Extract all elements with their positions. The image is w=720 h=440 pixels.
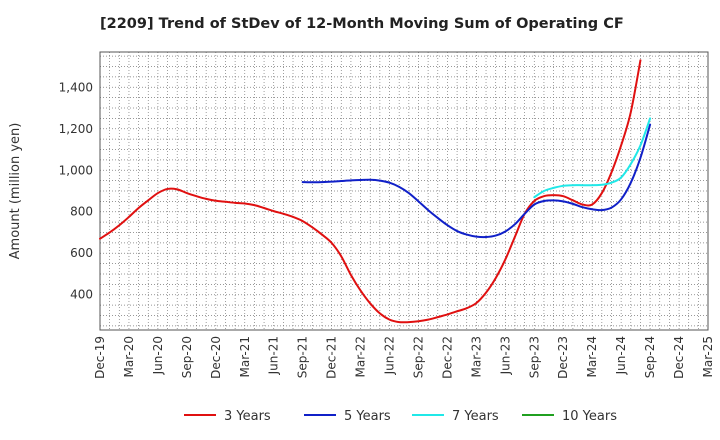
series-line-3-years <box>99 59 642 324</box>
x-tick-label: Dec-24 <box>672 336 686 379</box>
series-line-5-years <box>301 123 652 239</box>
legend-label-10-years: 10 Years <box>562 409 617 424</box>
y-tick-label: 600 <box>70 246 93 260</box>
x-tick-label: Dec-22 <box>440 336 454 379</box>
y-tick-label: 800 <box>70 205 93 219</box>
y-axis-label: Amount (million yen) <box>8 123 23 260</box>
x-tick-label: Sep-24 <box>643 336 657 378</box>
x-tick-label: Sep-20 <box>180 336 194 378</box>
x-tick-label: Sep-21 <box>296 336 310 378</box>
x-tick-label: Dec-20 <box>209 336 223 379</box>
x-tick-label: Jun-23 <box>498 336 512 375</box>
grid-lines <box>100 52 708 330</box>
x-tick-label: Dec-23 <box>556 336 570 379</box>
legend: 3 Years 5 Years 7 Years 10 Years <box>184 409 617 424</box>
x-tick-label: Dec-21 <box>325 336 339 379</box>
x-tick-label: Jun-21 <box>267 336 281 375</box>
x-tick-label: Dec-19 <box>93 336 107 379</box>
y-tick-label: 1,400 <box>59 80 93 94</box>
plot-frame <box>99 51 709 331</box>
x-tick-label: Mar-22 <box>354 336 368 377</box>
y-tick-label: 400 <box>70 288 93 302</box>
x-tick-label: Mar-25 <box>701 336 715 377</box>
series-line-7-years <box>533 117 652 199</box>
x-tick-label: Mar-21 <box>238 336 252 377</box>
legend-label-7-years: 7 Years <box>452 409 499 424</box>
x-tick-label: Mar-23 <box>469 336 483 377</box>
x-tick-label: Jun-20 <box>151 336 165 375</box>
legend-label-5-years: 5 Years <box>344 409 391 424</box>
x-tick-label: Sep-23 <box>527 336 541 378</box>
series-lines <box>99 59 652 324</box>
x-tick-label: Mar-20 <box>122 336 136 377</box>
x-tick-label: Sep-22 <box>411 336 425 378</box>
y-tick-label: 1,000 <box>59 163 93 177</box>
legend-label-3-years: 3 Years <box>224 409 271 424</box>
x-tick-label: Mar-24 <box>585 336 599 377</box>
y-tick-label: 1,200 <box>59 122 93 136</box>
chart-title: [2209] Trend of StDev of 12-Month Moving… <box>100 16 624 32</box>
x-tick-label: Jun-22 <box>383 336 397 375</box>
y-tick-labels: 400 600 800 1,000 1,200 1,400 <box>59 80 93 301</box>
x-tick-labels: Dec-19 Mar-20 Jun-20 Sep-20 Dec-20 Mar-21 Jun-… <box>93 336 715 379</box>
x-tick-label: Jun-24 <box>614 336 628 375</box>
